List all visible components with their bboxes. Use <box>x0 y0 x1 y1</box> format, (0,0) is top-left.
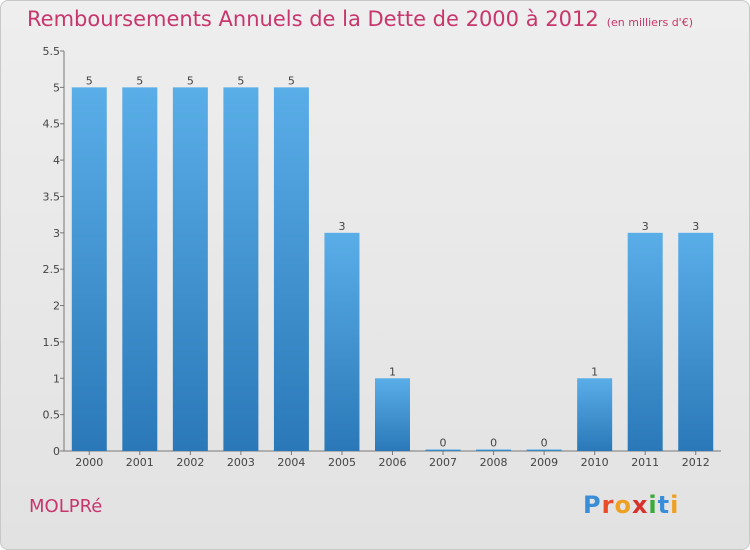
logo-letter: i <box>670 491 680 519</box>
x-tick-label: 2007 <box>429 456 457 469</box>
bar-value-label: 3 <box>642 220 649 233</box>
y-tick-label: 1.5 <box>43 336 61 349</box>
logo-letter: x <box>631 491 649 519</box>
y-axis: 0 0.5 1 1.5 2 2.5 3 3.5 4 4.5 5 5.5 <box>43 45 65 458</box>
x-tick-label: 2012 <box>682 456 710 469</box>
bar <box>273 87 309 451</box>
bar-value-label: 1 <box>591 365 598 378</box>
bar <box>476 449 512 451</box>
bars <box>71 87 714 451</box>
title-text: Remboursements Annuels de la Dette de 20… <box>27 7 599 31</box>
bar-value-label: 5 <box>187 74 194 87</box>
logo-letter: i <box>648 491 658 519</box>
bar <box>223 87 259 451</box>
y-tick-label: 3 <box>53 227 60 240</box>
proxiti-logo[interactable]: Proxiti <box>583 491 679 519</box>
x-tick-label: 2011 <box>631 456 659 469</box>
bar <box>71 87 107 451</box>
x-tick-label: 2006 <box>379 456 407 469</box>
bar <box>375 378 410 451</box>
y-tick-label: 3.5 <box>43 190 61 203</box>
bar-value-label: 0 <box>440 437 447 450</box>
bar <box>172 87 208 451</box>
y-tick-label: 4 <box>53 154 60 167</box>
x-tick-label: 2003 <box>227 456 255 469</box>
chart-title: Remboursements Annuels de la Dette de 20… <box>27 7 693 31</box>
bar-value-label: 5 <box>237 74 244 87</box>
bar-value-label: 5 <box>86 74 93 87</box>
y-tick-label: 2.5 <box>43 263 61 276</box>
x-tick-label: 2005 <box>328 456 356 469</box>
bar-value-label: 0 <box>490 437 497 450</box>
bar-value-label: 3 <box>692 220 699 233</box>
y-tick-label: 0 <box>53 445 60 458</box>
x-tick-label: 2008 <box>480 456 508 469</box>
x-tick-label: 2001 <box>126 456 154 469</box>
bar <box>324 232 360 451</box>
bar <box>122 87 158 451</box>
logo-letter: o <box>614 491 632 519</box>
bar-value-label: 0 <box>541 437 548 450</box>
bar <box>678 232 714 451</box>
x-tick-label: 2009 <box>530 456 558 469</box>
bar-value-label: 5 <box>288 74 295 87</box>
y-tick-label: 2 <box>53 300 60 313</box>
bar-value-label: 1 <box>389 365 396 378</box>
bar-value-label: 3 <box>338 220 345 233</box>
data-labels: 5 5 5 5 5 3 1 0 0 0 1 3 3 <box>86 74 699 449</box>
x-tick-label: 2004 <box>277 456 305 469</box>
y-tick-label: 0.5 <box>43 409 61 422</box>
bar <box>526 449 562 451</box>
logo-letter: t <box>657 491 671 519</box>
bar <box>577 378 613 451</box>
y-tick-label: 1 <box>53 372 60 385</box>
bar <box>425 449 461 451</box>
y-tick-label: 4.5 <box>43 118 61 131</box>
bar-value-label: 5 <box>136 74 143 87</box>
y-tick-label: 5 <box>53 81 60 94</box>
x-tick-label: 2010 <box>581 456 609 469</box>
x-tick-label: 2002 <box>176 456 204 469</box>
x-tick-label: 2000 <box>75 456 103 469</box>
town-name: MOLPRé <box>29 496 103 517</box>
y-tick-label: 5.5 <box>43 45 61 58</box>
logo-letter: r <box>601 491 615 519</box>
unit-label: (en milliers d'€) <box>606 16 693 29</box>
bar <box>627 232 663 451</box>
x-axis: 2000 2001 2002 2003 2004 2005 2006 2007 2008 2009… <box>64 450 721 469</box>
logo-letter: P <box>583 491 602 519</box>
